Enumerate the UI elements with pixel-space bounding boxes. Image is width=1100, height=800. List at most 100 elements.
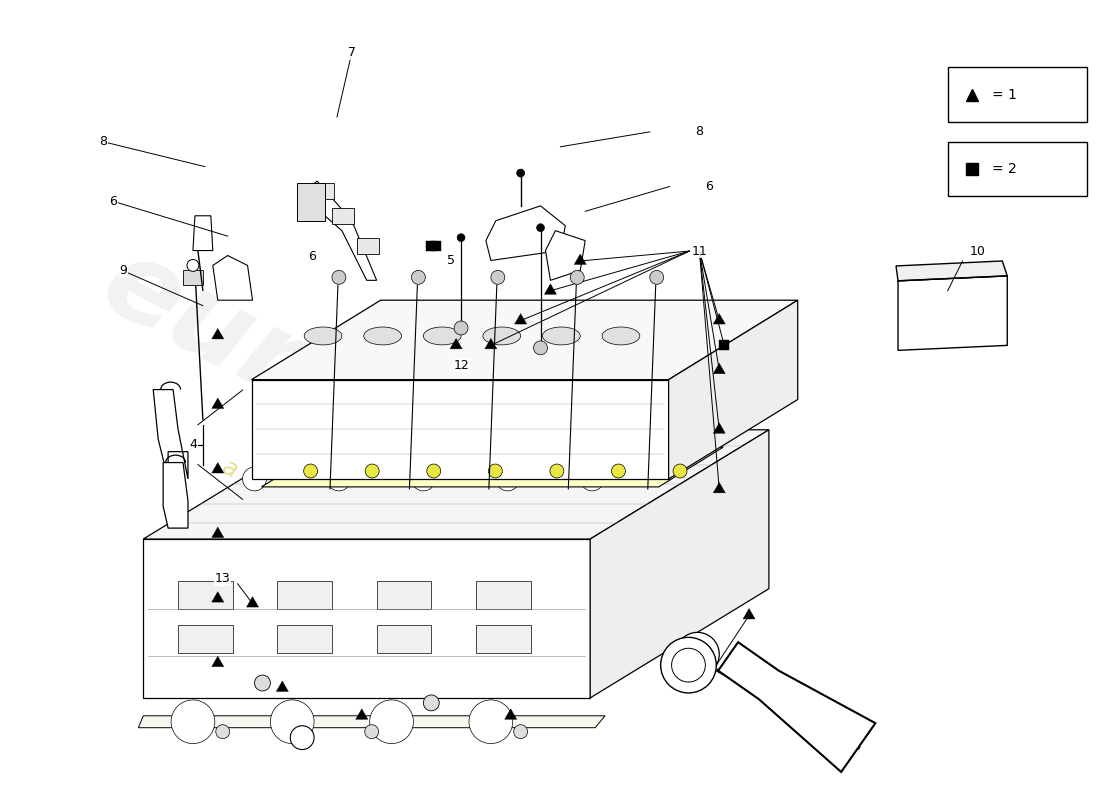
Circle shape <box>661 638 716 693</box>
Circle shape <box>537 224 544 232</box>
Polygon shape <box>211 462 223 473</box>
Bar <box>476 626 530 654</box>
Polygon shape <box>505 709 517 719</box>
Circle shape <box>672 648 705 682</box>
Text: 13: 13 <box>214 572 231 586</box>
Ellipse shape <box>364 327 402 345</box>
Polygon shape <box>669 300 798 479</box>
Polygon shape <box>211 398 223 409</box>
Bar <box>719 341 729 350</box>
Polygon shape <box>262 447 723 487</box>
Bar <box>297 183 324 221</box>
Polygon shape <box>896 261 1008 281</box>
Circle shape <box>650 270 663 284</box>
Bar <box>948 67 1087 122</box>
Bar <box>312 183 334 199</box>
Text: = 1: = 1 <box>992 88 1018 102</box>
Bar <box>332 208 354 224</box>
Polygon shape <box>163 462 188 528</box>
Bar <box>277 626 332 654</box>
Polygon shape <box>713 363 725 374</box>
Bar <box>178 626 233 654</box>
Polygon shape <box>143 430 769 539</box>
Ellipse shape <box>542 327 580 345</box>
Polygon shape <box>252 300 798 380</box>
Circle shape <box>550 464 564 478</box>
Bar <box>948 142 1087 197</box>
Circle shape <box>458 234 465 242</box>
Polygon shape <box>450 338 462 349</box>
Polygon shape <box>713 423 725 434</box>
Text: 9: 9 <box>120 265 128 278</box>
Circle shape <box>216 725 230 738</box>
Circle shape <box>327 467 351 491</box>
Text: 8: 8 <box>695 126 703 138</box>
Polygon shape <box>713 314 725 324</box>
Polygon shape <box>252 380 669 479</box>
Text: = 2: = 2 <box>992 162 1018 176</box>
Polygon shape <box>591 430 769 698</box>
Bar <box>376 581 431 609</box>
Polygon shape <box>355 709 367 719</box>
Circle shape <box>243 467 266 491</box>
Bar <box>476 581 530 609</box>
Circle shape <box>491 270 505 284</box>
Polygon shape <box>718 642 876 772</box>
Polygon shape <box>515 314 527 324</box>
Circle shape <box>370 700 414 743</box>
Polygon shape <box>211 527 223 538</box>
Text: a passion for parts since 1985: a passion for parts since 1985 <box>219 454 544 643</box>
Polygon shape <box>713 482 725 493</box>
Text: 10: 10 <box>969 245 986 258</box>
Polygon shape <box>276 681 288 691</box>
Circle shape <box>514 725 528 738</box>
Text: 5: 5 <box>447 254 455 267</box>
Circle shape <box>685 642 710 666</box>
Circle shape <box>427 464 441 478</box>
Text: europarts: europarts <box>86 229 678 611</box>
Text: 7: 7 <box>348 46 355 59</box>
Text: 8: 8 <box>100 135 108 148</box>
Ellipse shape <box>424 327 461 345</box>
Polygon shape <box>485 338 497 349</box>
Circle shape <box>469 700 513 743</box>
Polygon shape <box>546 230 585 280</box>
Circle shape <box>675 632 719 676</box>
Circle shape <box>271 700 315 743</box>
Circle shape <box>172 700 214 743</box>
Text: 11: 11 <box>692 245 707 258</box>
Ellipse shape <box>483 327 520 345</box>
Circle shape <box>570 270 584 284</box>
Bar <box>376 626 431 654</box>
Circle shape <box>496 467 519 491</box>
Polygon shape <box>139 716 605 728</box>
Bar <box>427 241 437 251</box>
Polygon shape <box>211 329 223 339</box>
Circle shape <box>488 464 503 478</box>
Polygon shape <box>246 597 258 607</box>
Circle shape <box>673 464 688 478</box>
Polygon shape <box>211 656 223 666</box>
Bar <box>178 581 233 609</box>
Polygon shape <box>153 390 188 479</box>
Bar <box>277 581 332 609</box>
Polygon shape <box>212 255 253 300</box>
Polygon shape <box>544 284 557 294</box>
Circle shape <box>254 675 271 691</box>
Ellipse shape <box>602 327 640 345</box>
Circle shape <box>454 321 467 335</box>
Circle shape <box>612 464 626 478</box>
Text: 6: 6 <box>308 250 316 262</box>
Text: 12: 12 <box>453 358 469 372</box>
Polygon shape <box>486 206 565 261</box>
Circle shape <box>365 725 378 738</box>
Bar <box>431 241 441 251</box>
Bar <box>356 238 378 254</box>
Polygon shape <box>183 270 202 286</box>
Ellipse shape <box>305 327 342 345</box>
Polygon shape <box>574 254 586 265</box>
Polygon shape <box>302 181 376 280</box>
Polygon shape <box>898 276 1008 350</box>
Text: 6: 6 <box>705 180 713 193</box>
Text: 6: 6 <box>110 195 118 208</box>
